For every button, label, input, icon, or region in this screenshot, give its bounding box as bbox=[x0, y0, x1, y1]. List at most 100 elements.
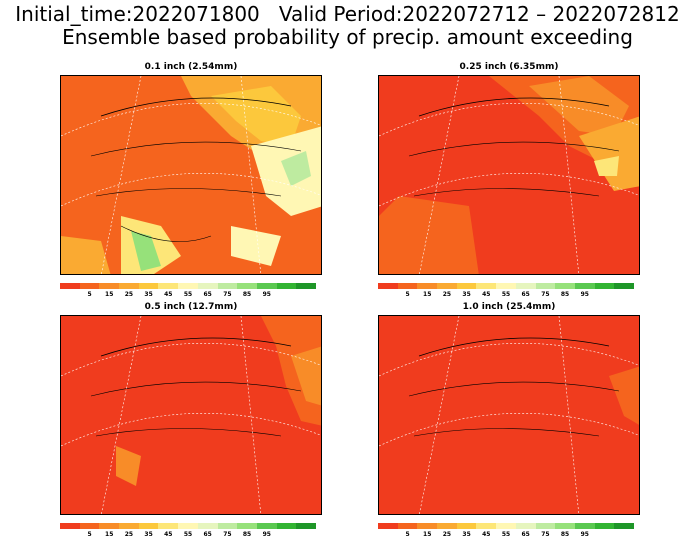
colorbar-swatch bbox=[397, 523, 418, 529]
colorbar-swatch bbox=[99, 283, 120, 289]
colorbar-tick-label: 75 bbox=[223, 291, 232, 298]
colorbar-swatch bbox=[378, 283, 398, 289]
colorbar-swatch bbox=[197, 523, 218, 529]
panel-title: 0.5 inch (12.7mm) bbox=[144, 302, 238, 312]
colorbar-swatch bbox=[594, 283, 615, 289]
colorbar bbox=[60, 283, 316, 289]
colorbar-swatch bbox=[614, 523, 634, 529]
colorbar-tick-label: 15 bbox=[105, 291, 114, 298]
colorbar-swatch bbox=[79, 283, 100, 289]
colorbar-swatch bbox=[119, 523, 139, 529]
colorbar-swatch bbox=[119, 283, 139, 289]
colorbar-swatch bbox=[256, 523, 277, 529]
colorbar-tick-label: 75 bbox=[541, 291, 550, 298]
colorbar-swatch bbox=[138, 523, 159, 529]
colorbar-swatch bbox=[574, 283, 595, 289]
colorbar-tick-label: 15 bbox=[423, 531, 432, 538]
colorbar-tick-label: 25 bbox=[124, 291, 134, 298]
colorbar-tick-label: 15 bbox=[105, 531, 114, 538]
probability-map bbox=[378, 75, 640, 275]
colorbar-tick-label: 65 bbox=[203, 531, 212, 538]
colorbar-swatch bbox=[476, 523, 497, 529]
colorbar-tick-label: 5 bbox=[405, 291, 410, 298]
panel-title: 1.0 inch (25.4mm) bbox=[462, 302, 556, 312]
colorbar-labels: 5 15 25 35 45 55 65 75 85 95 bbox=[378, 291, 634, 299]
colorbar-tick-label: 95 bbox=[580, 291, 589, 298]
colorbar-tick-label: 85 bbox=[560, 291, 570, 298]
colorbar-tick-label: 35 bbox=[462, 531, 471, 538]
colorbar-tick-label: 35 bbox=[462, 291, 471, 298]
colorbar-swatch bbox=[574, 523, 595, 529]
colorbar-swatch bbox=[476, 283, 497, 289]
colorbar-swatch bbox=[456, 283, 477, 289]
colorbar-swatch bbox=[535, 523, 556, 529]
colorbar bbox=[378, 283, 634, 289]
colorbar-tick-label: 85 bbox=[242, 531, 252, 538]
colorbar-swatch bbox=[99, 523, 120, 529]
colorbar-tick-label: 25 bbox=[124, 531, 134, 538]
colorbar-swatch bbox=[237, 523, 257, 529]
colorbar-labels: 5 15 25 35 45 55 65 75 85 95 bbox=[60, 291, 316, 299]
colorbar-swatch bbox=[276, 283, 297, 289]
colorbar-swatch bbox=[594, 523, 615, 529]
colorbar-swatch bbox=[178, 283, 198, 289]
colorbar-tick-label: 45 bbox=[164, 291, 173, 298]
colorbar-swatch bbox=[60, 283, 80, 289]
colorbar-tick-label: 45 bbox=[482, 531, 491, 538]
colorbar-swatch bbox=[296, 283, 316, 289]
colorbar-swatch bbox=[158, 283, 179, 289]
panel-title: 0.1 inch (2.54mm) bbox=[144, 62, 238, 72]
colorbar-swatch bbox=[515, 283, 536, 289]
colorbar-swatch bbox=[217, 283, 238, 289]
colorbar-tick-label: 55 bbox=[183, 531, 193, 538]
colorbar-swatch bbox=[555, 523, 575, 529]
colorbar-labels: 5 15 25 35 45 55 65 75 85 95 bbox=[378, 531, 634, 539]
probability-map bbox=[60, 75, 322, 275]
colorbar-swatch bbox=[237, 283, 257, 289]
figure-title-line2: Ensemble based probability of precip. am… bbox=[62, 25, 633, 49]
colorbar-tick-label: 55 bbox=[501, 291, 511, 298]
colorbar-tick-label: 65 bbox=[203, 291, 212, 298]
colorbar-tick-label: 75 bbox=[223, 531, 232, 538]
colorbar-swatch bbox=[456, 523, 477, 529]
colorbar-tick-label: 15 bbox=[423, 291, 432, 298]
colorbar-swatch bbox=[437, 283, 457, 289]
colorbar-swatch bbox=[158, 523, 179, 529]
panel-title: 0.25 inch (6.35mm) bbox=[459, 62, 559, 72]
colorbar-swatch bbox=[378, 523, 398, 529]
colorbar-swatch bbox=[417, 283, 438, 289]
colorbar-tick-label: 45 bbox=[164, 531, 173, 538]
colorbar-tick-label: 5 bbox=[87, 291, 92, 298]
colorbar-tick-label: 55 bbox=[501, 531, 511, 538]
colorbar-tick-label: 65 bbox=[521, 291, 530, 298]
colorbar bbox=[378, 523, 634, 529]
colorbar-swatch bbox=[397, 283, 418, 289]
colorbar-tick-label: 45 bbox=[482, 291, 491, 298]
probability-map bbox=[378, 315, 640, 515]
colorbar-swatch bbox=[555, 283, 575, 289]
colorbar-swatch bbox=[79, 523, 100, 529]
colorbar-swatch bbox=[178, 523, 198, 529]
colorbar-tick-label: 5 bbox=[405, 531, 410, 538]
colorbar-tick-label: 5 bbox=[87, 531, 92, 538]
probability-map bbox=[60, 315, 322, 515]
colorbar-swatch bbox=[417, 523, 438, 529]
colorbar-tick-label: 25 bbox=[442, 531, 452, 538]
colorbar-swatch bbox=[256, 283, 277, 289]
colorbar-tick-label: 25 bbox=[442, 291, 452, 298]
colorbar bbox=[60, 523, 316, 529]
colorbar-swatch bbox=[496, 523, 516, 529]
colorbar-tick-label: 75 bbox=[541, 531, 550, 538]
colorbar-swatch bbox=[437, 523, 457, 529]
colorbar-tick-label: 85 bbox=[560, 531, 570, 538]
colorbar-swatch bbox=[296, 523, 316, 529]
colorbar-swatch bbox=[60, 523, 80, 529]
colorbar-swatch bbox=[138, 283, 159, 289]
colorbar-labels: 5 15 25 35 45 55 65 75 85 95 bbox=[60, 531, 316, 539]
figure-title-line1: Initial_time:2022071800 Valid Period:202… bbox=[15, 2, 680, 26]
colorbar-swatch bbox=[614, 283, 634, 289]
colorbar-tick-label: 55 bbox=[183, 291, 193, 298]
colorbar-tick-label: 35 bbox=[144, 291, 153, 298]
colorbar-tick-label: 35 bbox=[144, 531, 153, 538]
colorbar-tick-label: 95 bbox=[580, 531, 589, 538]
